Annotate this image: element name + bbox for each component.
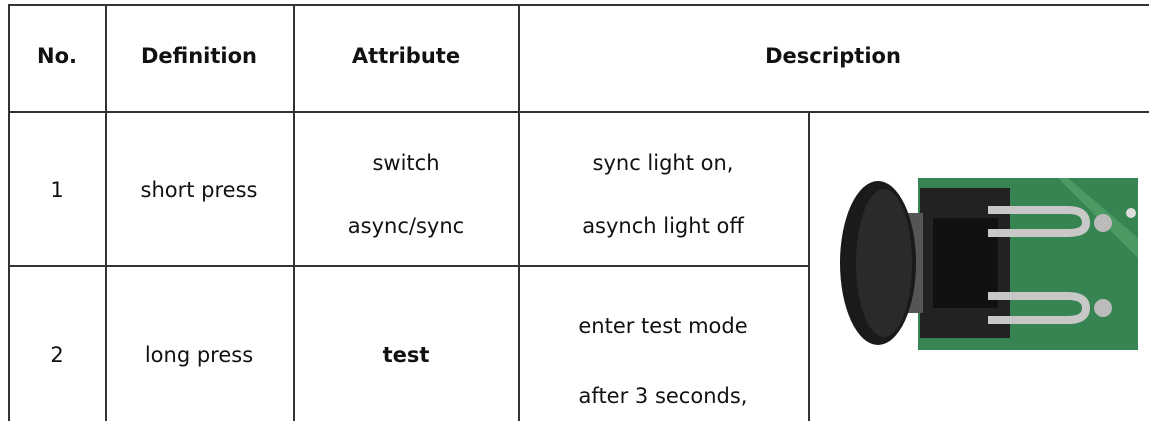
cell: 2 — [50, 343, 64, 367]
header-cell: No. — [37, 44, 77, 68]
header-cell: Definition — [140, 44, 258, 68]
cell: asynch light off — [582, 214, 744, 238]
cell: enter test mode — [578, 314, 748, 338]
border — [8, 4, 10, 421]
cell: short press — [140, 178, 258, 202]
border — [8, 265, 808, 267]
cell: test — [382, 343, 430, 367]
cell: sync light on, — [592, 151, 734, 175]
cell: async/sync — [347, 214, 465, 238]
cell: long press — [144, 343, 254, 367]
cell: after 3 seconds, — [578, 384, 748, 408]
border — [518, 4, 520, 421]
header-cell: Attribute — [351, 44, 461, 68]
border — [808, 111, 810, 421]
cell: switch — [372, 151, 440, 175]
border — [8, 4, 1149, 6]
border — [105, 4, 107, 421]
cell: 1 — [50, 178, 64, 202]
button-photo — [840, 178, 1138, 350]
border — [8, 111, 1149, 113]
border — [293, 4, 295, 421]
header-cell: Description — [765, 44, 901, 68]
